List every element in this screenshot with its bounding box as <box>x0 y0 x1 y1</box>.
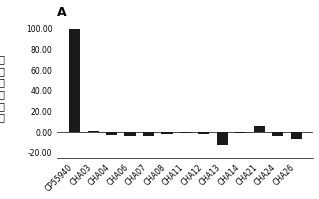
Bar <box>291 132 302 139</box>
Bar <box>235 132 246 133</box>
Bar <box>87 131 99 132</box>
Text: 相
对
激
动
比
率: 相 对 激 动 比 率 <box>0 54 4 122</box>
Bar <box>106 132 117 135</box>
Text: A: A <box>57 6 67 19</box>
Bar <box>198 132 210 134</box>
Bar <box>180 132 191 133</box>
Bar <box>161 132 173 134</box>
Bar <box>143 132 154 136</box>
Bar <box>254 126 265 132</box>
Bar <box>124 132 136 136</box>
Bar <box>272 132 283 136</box>
Bar <box>217 132 228 144</box>
Bar <box>69 29 80 132</box>
